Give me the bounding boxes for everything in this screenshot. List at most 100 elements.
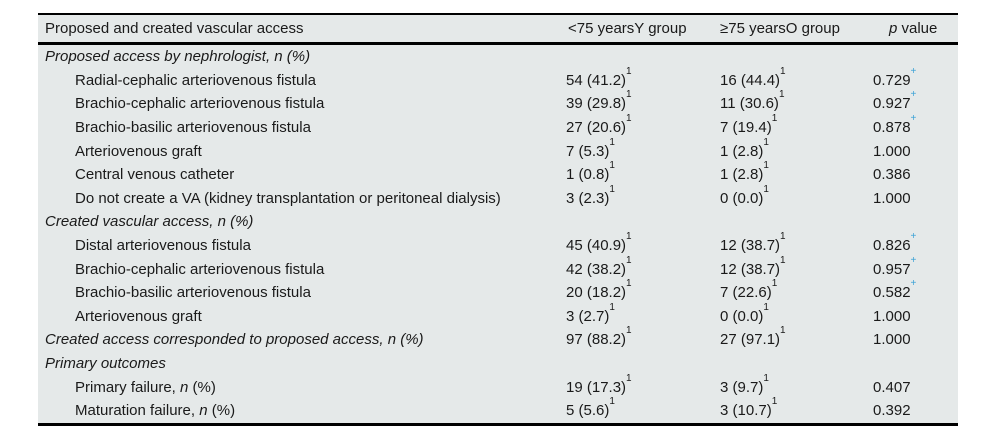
- row-value-old-group: 12 (38.7)1: [716, 255, 868, 278]
- young-group-value: 39 (29.8): [566, 95, 627, 113]
- row-label-text: Brachio-basilic arteriovenous fistula: [75, 284, 311, 302]
- young-group-superscript: 1: [626, 254, 632, 266]
- table-body: Proposed access by nephrologist, n (%) R…: [38, 45, 958, 423]
- pvalue-value: 0.392: [873, 402, 911, 420]
- old-group-superscript: 1: [763, 160, 769, 172]
- row-pvalue: 0.386: [868, 166, 958, 183]
- row-value-old-group: 1 (2.8)1: [716, 161, 868, 184]
- row-value-young-group: 5 (5.6)1: [564, 397, 716, 420]
- old-group-value: 1 (2.8): [720, 142, 764, 160]
- row-value-young-group: 45 (40.9)1: [564, 232, 716, 255]
- old-group-value: 16 (44.4): [720, 71, 781, 89]
- row-value-old-group: 1 (2.8)1: [716, 137, 868, 160]
- row-label: Distal arteriovenous fistula: [38, 237, 564, 254]
- row-value-old-group: 7 (22.6)1: [716, 279, 868, 302]
- header-col-access: Proposed and created vascular access: [38, 20, 564, 37]
- young-group-value: 3 (2.7): [566, 307, 610, 325]
- row-value-young-group: 27 (20.6)1: [564, 114, 716, 137]
- row-pvalue: 1.000: [868, 190, 958, 207]
- row-pvalue: 0.878+: [868, 114, 958, 137]
- vascular-access-table: Proposed and created vascular access <75…: [38, 13, 958, 426]
- header-col-old-group-label: ≥75 yearsO group: [720, 20, 840, 37]
- pvalue-value: 0.957: [873, 260, 911, 278]
- row-value-young-group: 3 (2.7)1: [564, 302, 716, 325]
- pvalue-value: 0.878: [873, 119, 911, 137]
- row-label-text: Primary failure,: [75, 378, 181, 396]
- pvalue-value: 0.386: [873, 166, 911, 184]
- header-col-pvalue: p value: [868, 20, 958, 37]
- young-group-value: 42 (38.2): [566, 260, 627, 278]
- old-group-value: 27 (97.1): [720, 331, 781, 349]
- row-label: Brachio-cephalic arteriovenous fistula: [38, 261, 564, 278]
- table-row: Created vascular access, n (%): [38, 210, 958, 234]
- row-pvalue: 1.000: [868, 308, 958, 325]
- pvalue-superscript: +: [910, 89, 917, 101]
- row-value-old-group: 3 (10.7)1: [716, 397, 868, 420]
- table-row: Radial-cephalic arteriovenous fistula 54…: [38, 66, 958, 93]
- pvalue-value: 0.582: [873, 284, 911, 302]
- table-row: Brachio-basilic arteriovenous fistula 27…: [38, 114, 958, 140]
- table-row: Do not create a VA (kidney transplantati…: [38, 183, 958, 211]
- table-row: Brachio-cephalic arteriovenous fistula 3…: [38, 90, 958, 116]
- row-value-old-group: 16 (44.4)1: [716, 66, 868, 89]
- table-row: Primary failure, n (%) 19 (17.3)1 3 (9.7…: [38, 372, 958, 399]
- row-pvalue: 0.582+: [868, 279, 958, 302]
- header-col-old-group: ≥75 yearsO group: [716, 20, 868, 37]
- table-row: Arteriovenous graft 3 (2.7)1 0 (0.0)1 1.…: [38, 302, 958, 329]
- table-row: Brachio-basilic arteriovenous fistula 20…: [38, 279, 958, 305]
- old-group-superscript: 1: [763, 136, 769, 148]
- row-value-old-group: 0 (0.0)1: [716, 302, 868, 325]
- pvalue-superscript: +: [910, 113, 917, 125]
- row-label: Central venous catheter: [38, 166, 564, 183]
- old-group-value: 12 (38.7): [720, 260, 781, 278]
- old-group-value: 1 (2.8): [720, 166, 764, 184]
- pvalue-superscript: +: [910, 278, 917, 290]
- row-value-old-group: 7 (19.4)1: [716, 114, 868, 137]
- old-group-superscript: 1: [771, 278, 778, 290]
- row-pvalue: 0.927+: [868, 90, 958, 113]
- row-label-text: Brachio-cephalic arteriovenous fistula: [75, 95, 325, 113]
- row-label-text: Do not create a VA (kidney transplantati…: [75, 189, 501, 207]
- row-label: Brachio-basilic arteriovenous fistula: [38, 284, 564, 301]
- row-value-young-group: 19 (17.3)1: [564, 373, 716, 396]
- row-label-text: Maturation failure,: [75, 402, 200, 420]
- row-label: Primary outcomes: [38, 355, 564, 372]
- row-pvalue: 0.826+: [868, 232, 958, 255]
- young-group-superscript: 1: [626, 231, 632, 243]
- row-value-young-group: 39 (29.8)1: [564, 90, 716, 113]
- old-group-superscript: 1: [763, 372, 769, 384]
- row-value-old-group: 11 (30.6)1: [716, 90, 868, 113]
- old-group-superscript: 1: [780, 254, 786, 266]
- row-label-n-italic: n: [180, 378, 189, 396]
- row-label: Do not create a VA (kidney transplantati…: [38, 190, 564, 207]
- table-row: Maturation failure, n (%) 5 (5.6)1 3 (10…: [38, 397, 958, 423]
- row-pvalue: 0.729+: [868, 66, 958, 89]
- row-label-text: Proposed access by nephrologist, n (%): [45, 48, 311, 66]
- header-col-access-label: Proposed and created vascular access: [45, 20, 304, 37]
- row-label-suffix: (%): [207, 402, 236, 420]
- pvalue-value: 1.000: [873, 189, 911, 207]
- old-group-superscript: 1: [778, 89, 785, 101]
- pvalue-value: 1.000: [873, 307, 911, 325]
- row-label: Created access corresponded to proposed …: [38, 331, 564, 348]
- pvalue-value: 0.927: [873, 95, 911, 113]
- old-group-value: 7 (19.4): [720, 119, 772, 137]
- row-value-young-group: 42 (38.2)1: [564, 255, 716, 278]
- young-group-superscript: 1: [609, 160, 615, 172]
- row-label: Created vascular access, n (%): [38, 213, 564, 230]
- young-group-value: 45 (40.9): [566, 237, 627, 255]
- row-label-n-italic: n: [199, 402, 208, 420]
- table-row: Distal arteriovenous fistula 45 (40.9)1 …: [38, 232, 958, 258]
- row-label-text: Arteriovenous graft: [75, 142, 202, 160]
- row-label-text: Brachio-cephalic arteriovenous fistula: [75, 260, 325, 278]
- row-label: Arteriovenous graft: [38, 143, 564, 160]
- young-group-value: 3 (2.3): [566, 189, 610, 207]
- young-group-superscript: 1: [609, 183, 615, 195]
- row-pvalue: 1.000: [868, 143, 958, 160]
- old-group-superscript: 1: [763, 183, 769, 195]
- young-group-superscript: 1: [626, 372, 632, 384]
- row-label: Brachio-cephalic arteriovenous fistula: [38, 95, 564, 112]
- young-group-value: 1 (0.8): [566, 166, 610, 184]
- row-label-text: Distal arteriovenous fistula: [75, 237, 251, 255]
- row-label: Maturation failure, n (%): [38, 402, 564, 419]
